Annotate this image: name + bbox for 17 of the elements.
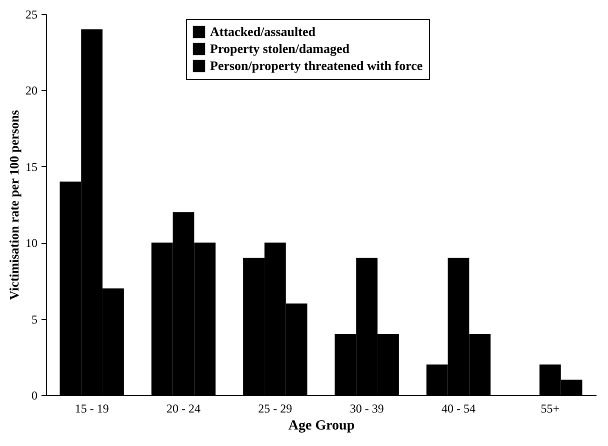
- x-tick-label: 15 - 19: [74, 402, 109, 416]
- y-tick-label: 15: [26, 160, 38, 174]
- legend-label: Attacked/assaulted: [210, 24, 316, 39]
- y-tick-label: 5: [32, 312, 38, 326]
- x-tick-label: 20 - 24: [166, 402, 200, 416]
- x-tick-label: 40 - 54: [442, 402, 476, 416]
- x-tick-label: 55+: [540, 402, 560, 416]
- x-tick-label: 25 - 29: [258, 402, 292, 416]
- x-axis-title: Age Group: [288, 418, 355, 434]
- y-tick-label: 25: [26, 8, 38, 22]
- y-tick-label: 0: [32, 388, 38, 402]
- y-tick-label: 10: [26, 236, 38, 250]
- x-tick-label: 30 - 39: [350, 402, 384, 416]
- legend-label: Person/property threatened with force: [210, 58, 423, 73]
- y-axis-title: Victimisation rate per 100 persons: [6, 110, 22, 300]
- y-tick-label: 20: [26, 84, 38, 98]
- legend-label: Property stolen/damaged: [210, 41, 350, 56]
